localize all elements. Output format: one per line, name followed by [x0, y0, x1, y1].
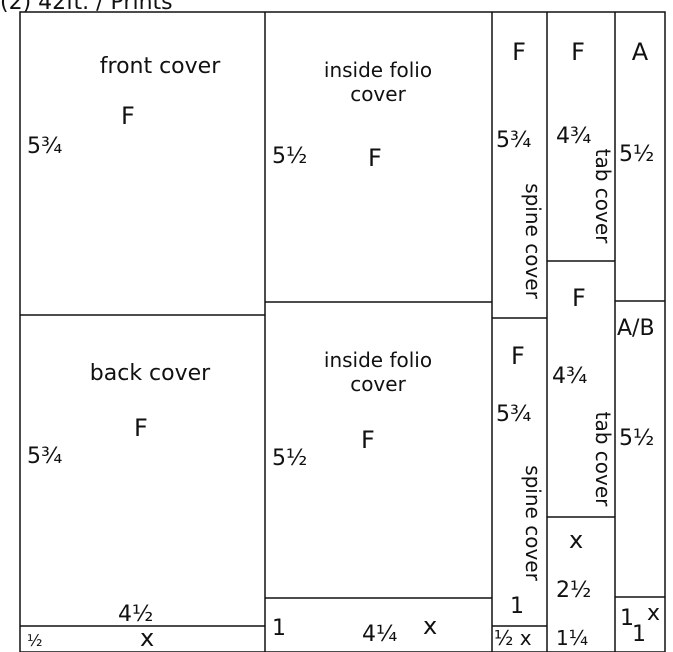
inside-folio-top-dim: 5½ [272, 144, 308, 169]
inside-folio-top-label: inside folio cover [323, 58, 433, 106]
right-bottom-one-sub: 1 [632, 622, 646, 647]
right-bottom-code: A/B [617, 316, 655, 341]
right-bottom-x: x [647, 601, 661, 626]
tab-top-code-below: F [572, 284, 586, 312]
spine-top-label: spine cover [521, 183, 545, 299]
outer-border [19, 11, 666, 652]
tab-top-label: tab cover [591, 148, 615, 244]
tab-bottom-dim: 4¾ [552, 364, 588, 389]
header-title-fragment: (2) 42ft. / Prints [0, 0, 173, 15]
spine-bottom-label: spine cover [521, 465, 545, 581]
front-cover-dim: 5¾ [27, 134, 63, 159]
spine-bottom-half-x: ½ x [494, 626, 532, 650]
inside-folio-bottom-label: inside folio cover [323, 348, 433, 396]
right-bottom-one: 1 [620, 606, 634, 631]
right-top-dim: 5½ [619, 142, 655, 167]
inside-folio-bottom-dim: 5½ [272, 446, 308, 471]
inside-folio-top-code: F [368, 144, 382, 172]
inside-folio-bottom-x: x [423, 612, 438, 640]
back-cover-label: back cover [89, 361, 211, 386]
spine-bottom-one: 1 [510, 594, 524, 619]
spine-top-code: F [512, 38, 526, 66]
tab-bottom-label: tab cover [591, 411, 615, 507]
spine-bottom-code: F [511, 342, 525, 370]
spine-top-dim: 5¾ [496, 128, 532, 153]
inside-folio-bottom-dim-bottom: 4¼ [362, 622, 398, 647]
front-cover-code: F [121, 102, 135, 130]
tab-bottom-x: x [569, 526, 584, 554]
back-cover-dim-bottom: 4½ [118, 602, 154, 627]
back-cover-x: x [140, 624, 155, 652]
right-bottom-dim: 5½ [619, 426, 655, 451]
tab-top-code: F [571, 38, 585, 66]
front-cover-label: front cover [99, 54, 221, 79]
tab-top-dim: 4¾ [556, 124, 592, 149]
tab-bottom-dim-bottom: 2½ [556, 578, 592, 603]
spine-bottom-dim: 5¾ [496, 402, 532, 427]
inside-folio-bottom-code: F [361, 426, 375, 454]
back-cover-code: F [134, 414, 148, 442]
back-cover-half: ½ [27, 631, 43, 650]
right-top-code: A [631, 38, 649, 66]
back-cover-dim: 5¾ [27, 444, 63, 469]
inside-folio-bottom-one: 1 [272, 616, 286, 641]
tab-bottom-one-quarter: 1¼ [556, 626, 589, 650]
